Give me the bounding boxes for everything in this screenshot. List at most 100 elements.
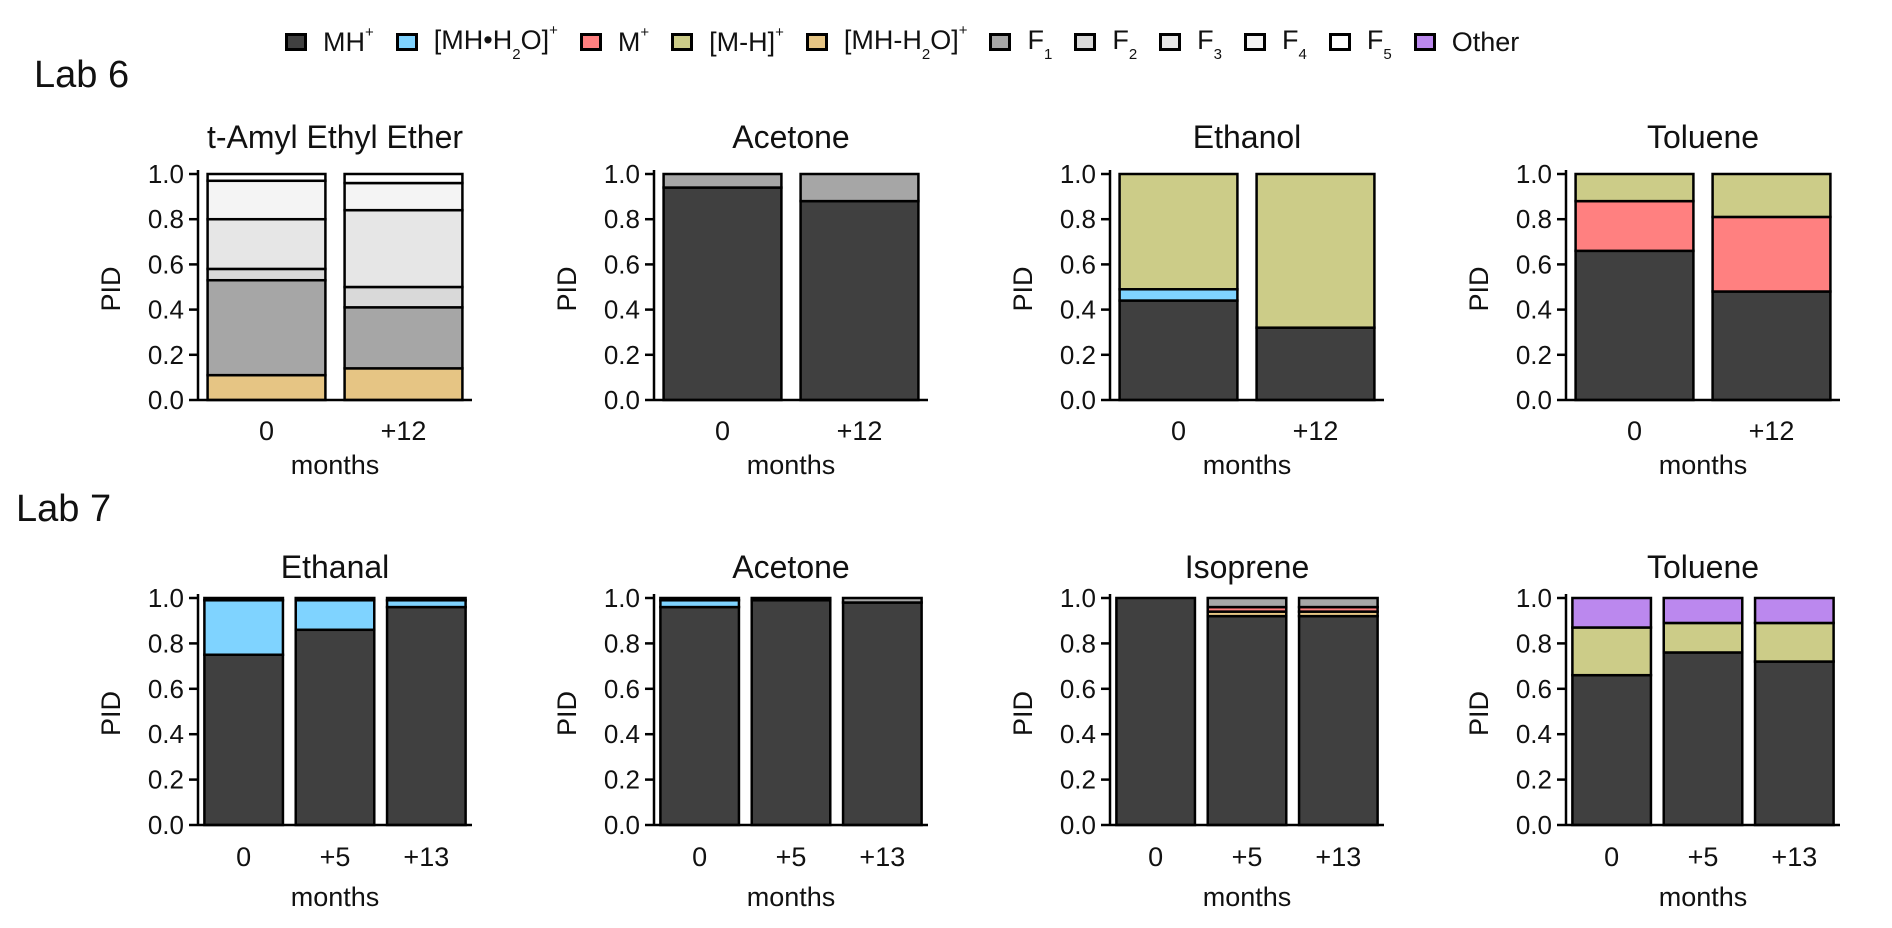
- x-tick-label: 0: [692, 842, 707, 872]
- y-tick-label: 0.4: [604, 295, 640, 325]
- bar-segment-f1: [799, 172, 920, 203]
- x-tick-label: +5: [776, 842, 807, 872]
- chart-title: Ethanal: [281, 549, 390, 585]
- x-tick-label: +12: [1293, 416, 1339, 446]
- bar-segment-f4: [206, 179, 327, 221]
- bar-segment-mhh2o: [294, 599, 376, 632]
- chart-title: Acetone: [732, 549, 849, 585]
- y-tick-label: 0.4: [604, 719, 640, 749]
- x-tick-label: 0: [1627, 416, 1642, 446]
- bar-segment-mh: [750, 599, 832, 827]
- x-axis-label: months: [291, 450, 380, 480]
- y-tick-label: 1.0: [1516, 159, 1552, 189]
- y-tick-label: 0.0: [148, 810, 184, 840]
- y-tick-label: 0.8: [148, 204, 184, 234]
- bar-segment-f2: [206, 267, 327, 282]
- y-tick-label: 0.0: [1516, 810, 1552, 840]
- y-tick-label: 0.8: [148, 628, 184, 658]
- bar-segment-mh: [294, 628, 376, 827]
- bar-segment-mh: [1297, 614, 1379, 827]
- y-tick-label: 0.4: [1060, 295, 1096, 325]
- x-tick-label: +5: [320, 842, 351, 872]
- y-tick-label: 0.6: [604, 674, 640, 704]
- x-axis-label: months: [1203, 450, 1292, 480]
- chart-title: Ethanol: [1193, 119, 1302, 155]
- legend-item-f4: F4: [1244, 25, 1307, 63]
- legend-label: F1: [1027, 24, 1053, 64]
- bar-segment-mh: [659, 605, 741, 827]
- x-axis-label: months: [747, 450, 836, 480]
- bar-segment-mh: [1206, 614, 1288, 827]
- chart-lab7-toluene: Toluene PID 0.0 0.2 0.4 0.6 0.8 1.0 0 +5 +13 months: [1464, 549, 1840, 912]
- y-axis-label: PID: [1008, 266, 1038, 311]
- y-axis-label: PID: [96, 266, 126, 311]
- bar-segment-f1: [206, 278, 327, 377]
- y-tick-label: 0.6: [1060, 674, 1096, 704]
- bar-segment-f1: [343, 306, 464, 370]
- bar-segment-f3: [343, 208, 464, 289]
- legend-item-f3: F3: [1159, 25, 1222, 63]
- legend-label: M+: [617, 23, 650, 57]
- y-tick-label: 0.4: [1060, 719, 1096, 749]
- chart-title: Toluene: [1647, 119, 1759, 155]
- legend-swatch: [1244, 32, 1266, 51]
- y-tick-label: 0.8: [1516, 204, 1552, 234]
- y-tick-label: 0.2: [148, 340, 184, 370]
- chart-title: Acetone: [732, 119, 849, 155]
- legend-label: [M-H]+: [709, 23, 784, 57]
- bar-segment-f1: [662, 172, 783, 189]
- legend-item-mminush: [M-H]+: [671, 23, 784, 58]
- bar-segment-other: [1753, 596, 1835, 625]
- legend-swatch: [1413, 33, 1436, 51]
- x-tick-label: +5: [1688, 842, 1719, 872]
- y-tick-label: 1.0: [1516, 583, 1552, 613]
- y-tick-label: 0.6: [1516, 249, 1552, 279]
- legend-item-mhminush2o: [MH-H2O]+: [805, 22, 967, 63]
- bar-segment-mminush: [1574, 172, 1695, 203]
- x-axis-label: months: [1659, 450, 1748, 480]
- y-axis-label: PID: [1464, 266, 1494, 311]
- y-tick-label: 0.8: [1516, 628, 1552, 658]
- y-tick-label: 0.4: [1516, 295, 1552, 325]
- legend-item-f5: F5: [1328, 25, 1392, 63]
- legend-item-f1: F1: [989, 24, 1053, 64]
- bar-segment-f3: [206, 217, 327, 271]
- y-tick-label: 0.0: [1060, 810, 1096, 840]
- chart-title: Isoprene: [1185, 549, 1310, 585]
- x-tick-label: +12: [837, 416, 883, 446]
- x-tick-label: +13: [1771, 842, 1817, 872]
- x-tick-label: 0: [1604, 842, 1619, 872]
- legend-label: Other: [1451, 26, 1520, 57]
- bar-segment-f1: [1206, 596, 1288, 609]
- y-axis-label: PID: [552, 266, 582, 311]
- x-axis-label: months: [1659, 882, 1748, 912]
- y-tick-label: 0.2: [148, 765, 184, 795]
- bar-segment-f5: [206, 172, 327, 183]
- x-axis-label: months: [1203, 882, 1292, 912]
- bar-segment-f5: [385, 596, 467, 602]
- legend-label: F2: [1112, 24, 1138, 64]
- x-tick-label: +12: [1749, 416, 1795, 446]
- y-tick-label: 0.8: [604, 628, 640, 658]
- x-tick-label: +13: [403, 842, 449, 872]
- y-tick-label: 0.8: [604, 204, 640, 234]
- bar-segment-f1: [659, 596, 741, 602]
- bar-segment-other: [1571, 596, 1653, 629]
- bar-segment-f1: [1297, 596, 1379, 609]
- y-tick-label: 0.2: [604, 765, 640, 795]
- y-tick-label: 0.2: [1516, 340, 1552, 370]
- chart-lab7-ethanal: Ethanal PID 0.0 0.2 0.4 0.6 0.8 1.0 0 +5 +13 months: [96, 549, 472, 912]
- bar-segment-mhh2o: [203, 599, 285, 657]
- bar-segment-m: [1574, 199, 1695, 253]
- x-tick-label: 0: [259, 416, 274, 446]
- bar-segment-f1: [750, 596, 832, 602]
- legend-swatch: [805, 32, 828, 51]
- y-axis-label: PID: [1008, 691, 1038, 736]
- bar-segment-mh: [1711, 290, 1832, 402]
- chart-title: Toluene: [1647, 549, 1759, 585]
- x-tick-label: +12: [381, 416, 427, 446]
- y-tick-label: 0.8: [1060, 204, 1096, 234]
- bar-segment-mh: [799, 199, 920, 402]
- y-tick-label: 0.6: [148, 249, 184, 279]
